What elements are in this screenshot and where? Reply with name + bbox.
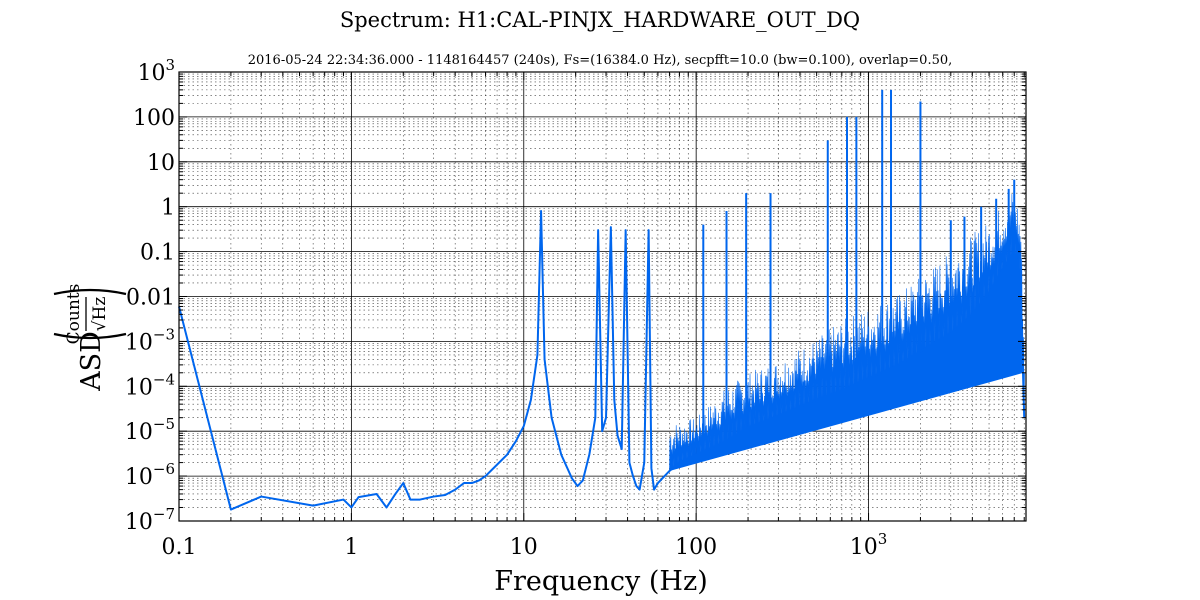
y-tick-label: 10−3 [125, 325, 175, 355]
y-axis-label-numerator: Counts [64, 284, 84, 345]
chart-subtitle: 2016-05-24 22:34:36.000 - 1148164457 (24… [248, 53, 953, 68]
y-tick-label: 0.01 [126, 286, 175, 311]
y-tick-label: 0.1 [140, 241, 175, 266]
asd-peaks [702, 89, 1016, 452]
y-tick-label: 10−5 [125, 415, 175, 445]
y-axis-label: ASD Counts √Hz [53, 284, 127, 392]
x-tick-label: 0.1 [162, 535, 197, 560]
asd-line [178, 210, 1026, 511]
major-grid [178, 71, 1026, 522]
y-tick-label: 100 [133, 106, 175, 131]
y-tick-label: 10−7 [125, 505, 175, 535]
x-tick-label: 100 [675, 535, 717, 560]
y-axis-label-right-paren [53, 288, 127, 296]
y-tick-label: 10 [147, 151, 175, 176]
y-tick-labels: 10−7 10−6 10−5 10−4 10−3 0.01 0.1 1 10 100 103 [125, 56, 175, 535]
y-tick-label: 10−6 [125, 460, 175, 490]
y-axis-label-left-paren [53, 332, 127, 340]
axis-ticks [178, 71, 1026, 522]
asd-series [178, 89, 1026, 511]
minor-grid [179, 72, 1026, 521]
y-tick-label: 103 [137, 56, 175, 86]
chart-title: Spectrum: H1:CAL-PINJX_HARDWARE_OUT_DQ [340, 8, 860, 32]
y-axis-label-denominator: √Hz [90, 297, 110, 332]
x-tick-label: 103 [850, 530, 888, 560]
x-tick-label: 1 [344, 535, 358, 560]
x-tick-labels: 0.1 1 10 100 103 [162, 530, 888, 560]
x-axis-label: Frequency (Hz) [494, 566, 707, 597]
y-tick-label: 1 [161, 196, 175, 221]
y-tick-label: 10−4 [125, 370, 175, 400]
y-axis-label-prefix: ASD [76, 331, 107, 392]
x-tick-label: 10 [510, 535, 538, 560]
